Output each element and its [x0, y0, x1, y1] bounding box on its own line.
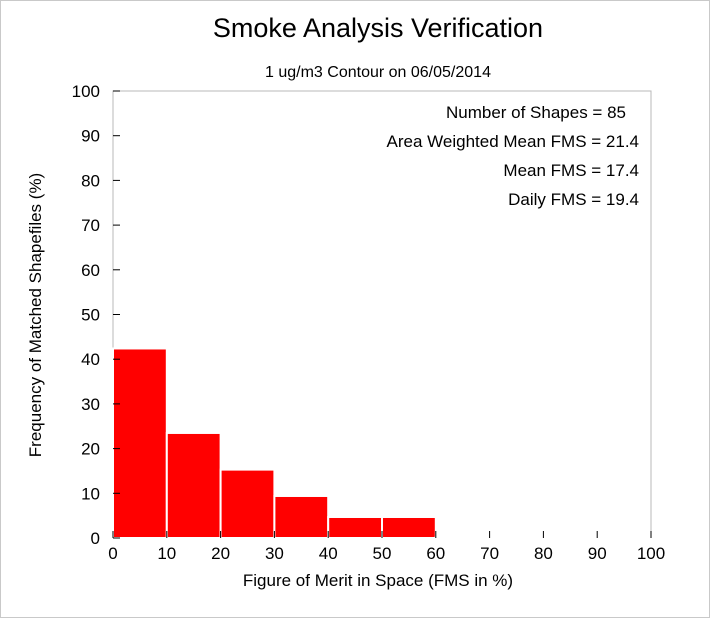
bar-70-80	[490, 537, 544, 538]
y-tick-label-30: 30	[81, 395, 100, 414]
bar-30-40	[274, 496, 328, 538]
x-tick-label-80: 80	[534, 544, 553, 563]
bar-20-30	[221, 470, 275, 538]
y-tick-label-20: 20	[81, 440, 100, 459]
x-tick-label-10: 10	[157, 544, 176, 563]
y-tick-label-90: 90	[81, 127, 100, 146]
bar-100-110	[651, 537, 705, 538]
x-tick-label-0: 0	[108, 544, 117, 563]
y-tick-label-100: 100	[72, 82, 100, 101]
y-tick-label-60: 60	[81, 261, 100, 280]
y-tick-label-40: 40	[81, 350, 100, 369]
bars-group	[113, 348, 705, 538]
bar-80-90	[543, 537, 597, 538]
y-tick-label-0: 0	[91, 529, 100, 548]
stat-number-of-shapes: Number of Shapes = 85	[446, 103, 626, 122]
stat-area-weighted-mean: Area Weighted Mean FMS = 21.4	[387, 132, 639, 151]
bar-90-100	[597, 537, 651, 538]
y-tick-label-70: 70	[81, 216, 100, 235]
bar-10-20	[167, 433, 221, 538]
y-axis-label: Frequency of Matched Shapefiles (%)	[26, 173, 45, 457]
chart-subtitle: 1 ug/m3 Contour on 06/05/2014	[265, 64, 491, 81]
stat-mean-fms: Mean FMS = 17.4	[503, 161, 639, 180]
bar-0-10	[113, 348, 167, 538]
y-tick-label-50: 50	[81, 306, 100, 325]
x-tick-label-70: 70	[480, 544, 499, 563]
stats-annotations: Number of Shapes = 85 Area Weighted Mean…	[387, 103, 639, 209]
bar-60-70	[436, 537, 490, 538]
x-tick-label-20: 20	[211, 544, 230, 563]
bar-40-50	[328, 517, 382, 538]
x-tick-label-90: 90	[588, 544, 607, 563]
x-tick-label-50: 50	[373, 544, 392, 563]
x-tick-label-100: 100	[637, 544, 665, 563]
y-tick-label-80: 80	[81, 171, 100, 190]
x-axis-label: Figure of Merit in Space (FMS in %)	[243, 571, 513, 590]
stat-daily-fms: Daily FMS = 19.4	[508, 190, 639, 209]
y-tick-label-10: 10	[81, 484, 100, 503]
x-tick-label-30: 30	[265, 544, 284, 563]
x-tick-label-60: 60	[426, 544, 445, 563]
bar-50-60	[382, 517, 436, 538]
x-tick-label-40: 40	[319, 544, 338, 563]
chart-title: Smoke Analysis Verification	[213, 13, 543, 43]
